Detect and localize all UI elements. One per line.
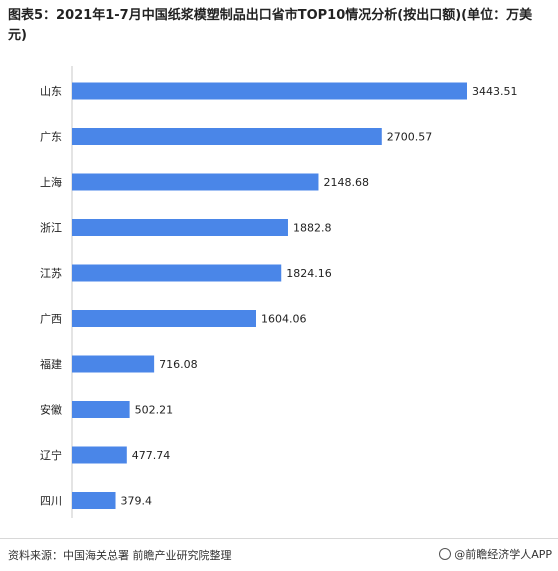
category-label: 浙江	[40, 222, 62, 235]
brand-logo-icon	[439, 548, 452, 560]
source-note: 资料来源：中国海关总署 前瞻产业研究院整理	[8, 549, 232, 562]
value-label: 502.21	[135, 404, 174, 417]
category-label: 上海	[40, 175, 62, 189]
value-label: 379.4	[121, 495, 153, 508]
bar-6	[72, 310, 256, 327]
category-label: 广东	[40, 131, 62, 144]
bar-1	[72, 82, 467, 100]
bar-5	[72, 264, 282, 282]
value-label: 3443.51	[472, 85, 518, 98]
bar-9	[72, 446, 127, 464]
category-label: 辽宁	[40, 448, 62, 462]
category-label: 四川	[40, 495, 62, 508]
chart-title: 图表5：2021年1-7月中国纸浆模塑制品出口省市TOP10情况分析(按出口额)…	[8, 8, 533, 43]
category-label: 福建	[40, 357, 62, 371]
footer: 资料来源：中国海关总署 前瞻产业研究院整理 @前瞻经济学人APP	[0, 538, 558, 571]
category-label: 广西	[40, 313, 62, 326]
value-label: 477.74	[132, 449, 171, 462]
category-label: 江苏	[40, 267, 62, 280]
bar-3	[72, 173, 319, 191]
bar-4	[72, 219, 288, 236]
bar-2	[72, 128, 382, 145]
value-label: 1604.06	[261, 313, 307, 326]
bar-8	[72, 401, 130, 418]
category-label: 山东	[40, 85, 62, 98]
brand-credit: @前瞻经济学人APP	[439, 546, 552, 562]
value-label: 716.08	[159, 358, 198, 371]
category-label: 安徽	[40, 403, 62, 417]
value-label: 1882.8	[293, 222, 332, 235]
bar-chart: 山东 3443.51 广东 2700.57 上海 2148.68 浙江 1882.8 江苏 182…	[40, 66, 518, 518]
value-label: 2700.57	[387, 131, 433, 144]
value-label: 2148.68	[323, 176, 369, 189]
bar-10	[72, 492, 116, 509]
bar-7	[72, 355, 155, 373]
brand-text: @前瞻经济学人APP	[454, 548, 552, 561]
value-label: 1824.16	[286, 267, 332, 280]
